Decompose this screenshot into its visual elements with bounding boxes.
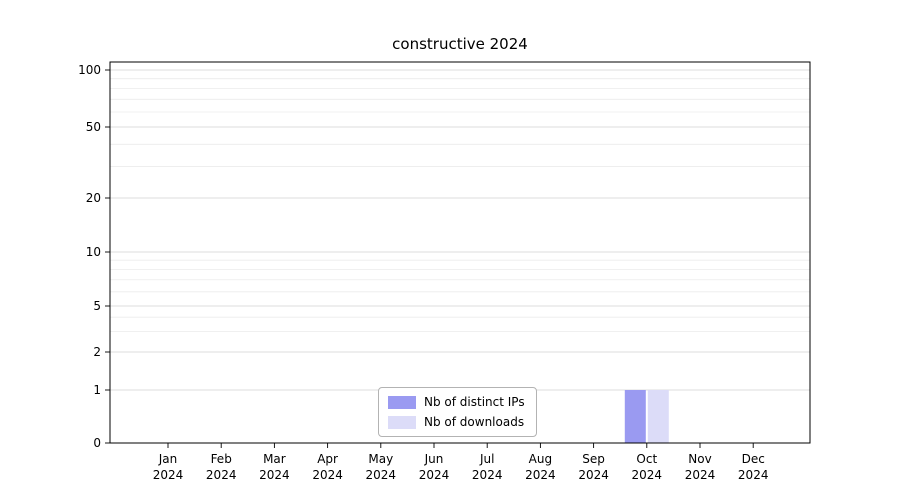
- x-tick-label-year-aug-2024: 2024: [525, 468, 556, 482]
- x-tick-label-year-may-2024: 2024: [366, 468, 397, 482]
- x-tick-label-year-oct-2024: 2024: [632, 468, 663, 482]
- y-tick-label-5: 5: [93, 299, 101, 313]
- y-tick-label-50: 50: [86, 120, 101, 134]
- x-tick-label-month-aug-2024: Aug: [529, 452, 552, 466]
- x-tick-label-month-jun-2024: Jun: [424, 452, 444, 466]
- legend-swatch-downloads: [388, 415, 416, 429]
- y-tick-label-1: 1: [93, 383, 101, 397]
- x-tick-label-year-nov-2024: 2024: [685, 468, 716, 482]
- x-tick-label-month-mar-2024: Mar: [263, 452, 286, 466]
- x-tick-label-year-feb-2024: 2024: [206, 468, 237, 482]
- bar-nb-of-downloads-oct-2024: [647, 390, 669, 443]
- x-tick-label-year-dec-2024: 2024: [738, 468, 769, 482]
- plot-frame: [109, 61, 811, 444]
- x-tick-label-month-apr-2024: Apr: [317, 452, 338, 466]
- x-tick-label-month-jul-2024: Jul: [479, 452, 494, 466]
- chart-title: constructive 2024: [392, 35, 528, 53]
- bar-nb-of-distinct-ips-oct-2024: [624, 390, 646, 443]
- legend-swatch-distinct-ips: [388, 395, 416, 409]
- y-tick-label-20: 20: [86, 191, 101, 205]
- legend: Nb of distinct IPs Nb of downloads: [378, 387, 537, 437]
- x-tick-label-month-sep-2024: Sep: [582, 452, 605, 466]
- x-tick-label-month-oct-2024: Oct: [636, 452, 657, 466]
- legend-item-downloads: Nb of downloads: [388, 415, 525, 429]
- x-tick-label-year-jun-2024: 2024: [419, 468, 450, 482]
- y-tick-label-0: 0: [93, 436, 101, 450]
- x-tick-label-month-jan-2024: Jan: [158, 452, 178, 466]
- legend-label-downloads: Nb of downloads: [424, 415, 525, 429]
- x-tick-label-month-may-2024: May: [368, 452, 393, 466]
- x-tick-label-year-apr-2024: 2024: [312, 468, 343, 482]
- x-tick-label-month-dec-2024: Dec: [742, 452, 765, 466]
- x-tick-label-month-nov-2024: Nov: [688, 452, 711, 466]
- legend-label-distinct-ips: Nb of distinct IPs: [424, 395, 525, 409]
- y-tick-label-2: 2: [93, 345, 101, 359]
- y-tick-label-10: 10: [86, 245, 101, 259]
- legend-item-distinct-ips: Nb of distinct IPs: [388, 395, 525, 409]
- x-tick-label-year-sep-2024: 2024: [578, 468, 609, 482]
- x-tick-label-year-jan-2024: 2024: [153, 468, 184, 482]
- x-tick-label-year-jul-2024: 2024: [472, 468, 503, 482]
- x-tick-label-month-feb-2024: Feb: [211, 452, 232, 466]
- y-tick-label-100: 100: [78, 63, 101, 77]
- x-tick-label-year-mar-2024: 2024: [259, 468, 290, 482]
